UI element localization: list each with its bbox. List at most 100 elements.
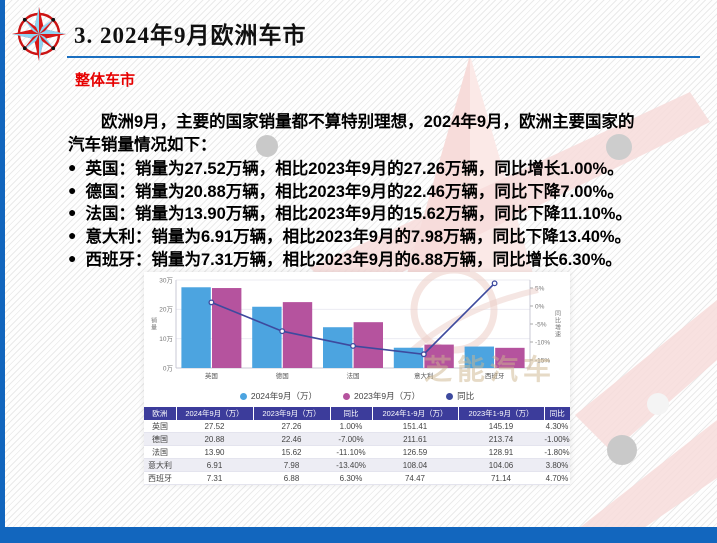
intro-paragraph: 欧洲9月，主要的国家销量都不算特别理想，2024年9月，欧洲主要国家的 汽车销量情… <box>68 111 700 157</box>
table-cell: 74.47 <box>372 471 458 485</box>
bullet-list: ● 英国：销量为27.52万辆，相比2023年9月的27.26万辆，同比增长1.0… <box>68 156 632 269</box>
bar-2023 <box>495 347 525 368</box>
table-cell: 13.90 <box>176 445 253 459</box>
table-cell: 128.91 <box>458 445 544 459</box>
bar-2024 <box>181 287 211 368</box>
right-axis-tick: -5% <box>535 321 547 328</box>
bullet-item: ● 西班牙：销量为7.31万辆，相比2023年9月的6.88万辆，同比增长6.30… <box>68 246 632 269</box>
table-row: 德国 20.88 22.46 -7.00% 211.61 213.74 -1.00% <box>144 432 570 446</box>
left-axis-tick: 20万 <box>159 306 173 314</box>
table-cell: 108.04 <box>372 458 458 472</box>
right-axis-tick: -15% <box>535 357 550 364</box>
left-axis-tick: 30万 <box>159 276 173 284</box>
x-axis-label: 意大利 <box>414 371 434 380</box>
bullet-item: ● 德国：销量为20.88万辆，相比2023年9月的22.46万辆，同比下降7.0… <box>68 179 632 202</box>
bullet-text: 法国：销量为13.90万辆，相比2023年9月的15.62万辆，同比下降11.1… <box>85 205 632 224</box>
chart-panel: 0万 10万 20万 30万 5% 0% -5% -10% -15% 销量同比增速英国 德国 法国 意大… <box>144 266 570 485</box>
section-label: 整体车市 <box>75 72 136 89</box>
table-cell: 213.74 <box>458 432 544 446</box>
table-cell: 145.19 <box>458 420 544 433</box>
data-table: 欧洲 2024年9月（万） 2023年9月（万） 同比 2024年1-9月（万） 2023… <box>144 407 570 485</box>
yoy-marker <box>208 299 215 306</box>
table-cell: -7.00% <box>330 432 372 446</box>
table-cell: 西班牙 <box>144 471 176 485</box>
legend-swatch <box>239 392 247 400</box>
bullet-item: ● 意大利：销量为6.91万辆，相比2023年9月的7.98万辆，同比下降13.4… <box>68 224 632 247</box>
table-cell: 7.31 <box>176 471 253 485</box>
intro-line-2: 汽车销量情况如下： <box>68 136 217 154</box>
table-cell: 6.30% <box>330 471 372 485</box>
table-cell: 德国 <box>144 432 176 446</box>
table-row: 法国 13.90 15.62 -11.10% 126.59 128.91 -1.80% <box>144 445 570 459</box>
table-cell: 1.00% <box>330 420 372 433</box>
bullet-item: ● 法国：销量为13.90万辆，相比2023年9月的15.62万辆，同比下降11.… <box>68 201 632 224</box>
bar-2024 <box>323 327 353 368</box>
yoy-marker <box>420 351 427 358</box>
bullet-text: 德国：销量为20.88万辆，相比2023年9月的22.46万辆，同比下降7.00… <box>85 182 624 201</box>
left-axis-tick: 0万 <box>163 364 174 372</box>
table-cell: -11.10% <box>330 445 372 459</box>
table-cell: 27.26 <box>253 420 330 433</box>
bar-2023 <box>353 322 383 368</box>
table-cell: 151.41 <box>372 420 458 433</box>
legend-swatch <box>446 392 454 400</box>
right-axis-title: 同 <box>555 311 561 318</box>
table-cell: -13.40% <box>330 458 372 472</box>
table-header-cell: 2023年9月（万） <box>253 407 331 420</box>
table-cell: 4.70% <box>544 471 570 485</box>
yoy-marker <box>491 280 498 287</box>
table-header-cell: 2024年1-9月（万） <box>372 407 459 420</box>
bar-2024 <box>252 306 282 368</box>
legend-label: 2023年9月（万） <box>353 391 421 401</box>
table-header-cell: 2024年9月（万） <box>176 407 254 420</box>
table-cell: 27.52 <box>176 420 253 433</box>
x-axis-label: 英国 <box>205 371 218 380</box>
bullet-text: 意大利：销量为6.91万辆，相比2023年9月的7.98万辆，同比下降13.40… <box>85 228 632 247</box>
table-cell: -1.00% <box>544 432 570 446</box>
chart-legend: 2024年9月（万） 2023年9月（万） 同比 <box>144 390 570 402</box>
table-cell: -1.80% <box>544 445 570 459</box>
legend-item: 同比 <box>446 390 474 402</box>
bullet-marker: ● <box>68 227 77 244</box>
bullet-text: 英国：销量为27.52万辆，相比2023年9月的27.26万辆，同比增长1.00… <box>85 160 624 179</box>
page-title: 3. 2024年9月欧洲车市 <box>74 23 307 48</box>
compass-rose-icon <box>12 7 66 61</box>
table-header-cell: 同比 <box>330 407 373 420</box>
table-row: 意大利 6.91 7.98 -13.40% 108.04 104.06 3.80% <box>144 458 570 472</box>
table-cell: 126.59 <box>372 445 458 459</box>
table-cell: 71.14 <box>458 471 544 485</box>
x-axis-label: 德国 <box>276 371 289 380</box>
footer-bar <box>0 527 717 543</box>
table-header-cell: 同比 <box>544 407 570 420</box>
left-axis-title: 销 <box>151 317 157 325</box>
table-cell: 4.30% <box>544 420 570 433</box>
table-cell: 意大利 <box>144 458 176 472</box>
legend-swatch <box>342 392 350 400</box>
x-axis-label: 法国 <box>347 371 360 380</box>
table-row: 英国 27.52 27.26 1.00% 151.41 145.19 4.30% <box>144 420 570 433</box>
table-cell: 3.80% <box>544 458 570 472</box>
bullet-marker: ● <box>68 159 77 176</box>
bar-2023 <box>212 288 242 368</box>
x-axis-label: 西班牙 <box>485 371 505 380</box>
table-cell: 22.46 <box>253 432 330 446</box>
right-axis-title: 比 <box>555 317 561 325</box>
right-axis-title: 速 <box>555 332 561 339</box>
table-cell: 104.06 <box>458 458 544 472</box>
table-row: 西班牙 7.31 6.88 6.30% 74.47 71.14 4.70% <box>144 471 570 485</box>
right-axis-tick: 0% <box>535 303 545 310</box>
table-cell: 15.62 <box>253 445 330 459</box>
table-cell: 法国 <box>144 445 176 459</box>
table-header-cell: 欧洲 <box>144 407 177 420</box>
bullet-marker: ● <box>68 249 77 266</box>
yoy-marker <box>350 343 356 349</box>
bullet-item: ● 英国：销量为27.52万辆，相比2023年9月的27.26万辆，同比增长1.0… <box>68 156 632 179</box>
table-cell: 211.61 <box>372 432 458 446</box>
bar-2024 <box>464 346 494 368</box>
table-cell: 7.98 <box>253 458 330 472</box>
yoy-marker <box>279 328 286 335</box>
bullet-marker: ● <box>68 181 77 198</box>
left-axis-title: 量 <box>151 325 157 332</box>
